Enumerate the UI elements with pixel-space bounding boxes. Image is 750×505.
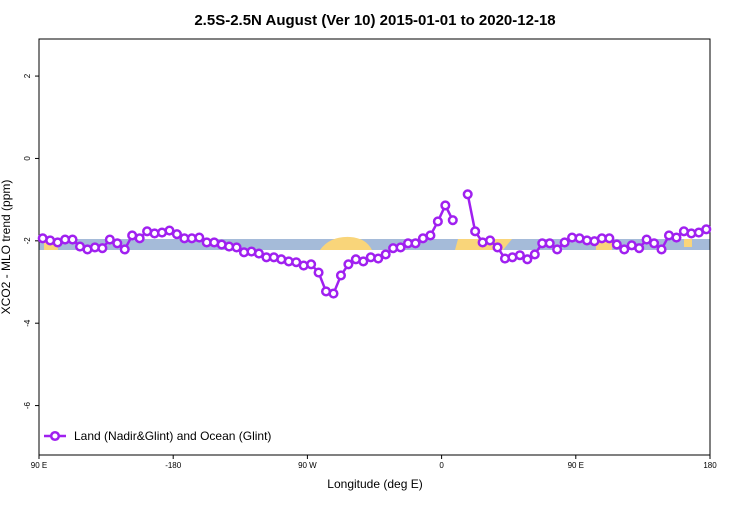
data-point (462, 189, 473, 200)
data-point (552, 244, 563, 255)
data-point (470, 226, 481, 237)
data-point (544, 238, 555, 249)
data-point (328, 288, 339, 299)
data-point (492, 242, 503, 253)
data-point (671, 232, 682, 243)
data-point (656, 244, 667, 255)
legend-label: Land (Nadir&Glint) and Ocean (Glint) (74, 429, 271, 443)
y-tick-label: 2 (23, 73, 32, 78)
x-tick-label: 90 E (568, 461, 584, 470)
data-point (559, 237, 570, 248)
data-point (425, 230, 436, 241)
data-point (313, 267, 324, 278)
x-tick-label: 90 W (298, 461, 317, 470)
y-tick-label: -4 (23, 319, 32, 327)
data-point (641, 234, 652, 245)
land-patch (320, 236, 372, 250)
data-point (231, 242, 242, 253)
land-patch (596, 239, 612, 250)
data-point (701, 224, 712, 235)
data-point (380, 249, 391, 260)
data-point (104, 234, 115, 245)
land-patch (684, 239, 692, 247)
x-tick-label: -180 (165, 461, 182, 470)
data-point (112, 238, 123, 249)
data-point (485, 235, 496, 246)
data-point (514, 250, 525, 261)
data-point (171, 229, 182, 240)
data-point (440, 200, 451, 211)
data-point (119, 244, 130, 255)
data-point (395, 242, 406, 253)
data-point (306, 259, 317, 270)
y-tick-label: -2 (23, 237, 32, 245)
y-tick-label: -6 (23, 401, 32, 409)
data-point (134, 233, 145, 244)
legend-marker (49, 430, 61, 442)
y-tick-label: 0 (23, 156, 32, 161)
data-point (604, 233, 615, 244)
data-point (634, 243, 645, 254)
data-point (619, 244, 630, 255)
data-point (410, 238, 421, 249)
data-point (447, 215, 458, 226)
x-tick-label: 0 (439, 461, 444, 470)
data-point (611, 239, 622, 250)
x-tick-label: 90 E (31, 461, 47, 470)
plot-frame (38, 38, 711, 456)
data-point (522, 254, 533, 265)
data-point (373, 253, 384, 264)
data-point (343, 259, 354, 270)
x-tick-label: 180 (703, 461, 717, 470)
data-point (164, 225, 175, 236)
data-point (358, 256, 369, 267)
ocean-band (39, 239, 710, 250)
data-point (67, 234, 78, 245)
data-point (253, 248, 264, 259)
data-point (529, 249, 540, 260)
data-point (649, 238, 660, 249)
data-point (335, 270, 347, 281)
data-point (97, 243, 108, 254)
y-axis-label: XCO2 - MLO trend (ppm) (0, 180, 13, 315)
x-axis-label: Longitude (deg E) (327, 477, 422, 491)
data-point (194, 232, 205, 243)
chart-title: 2.5S-2.5N August (Ver 10) 2015-01-01 to … (194, 12, 555, 29)
data-point (432, 216, 443, 227)
